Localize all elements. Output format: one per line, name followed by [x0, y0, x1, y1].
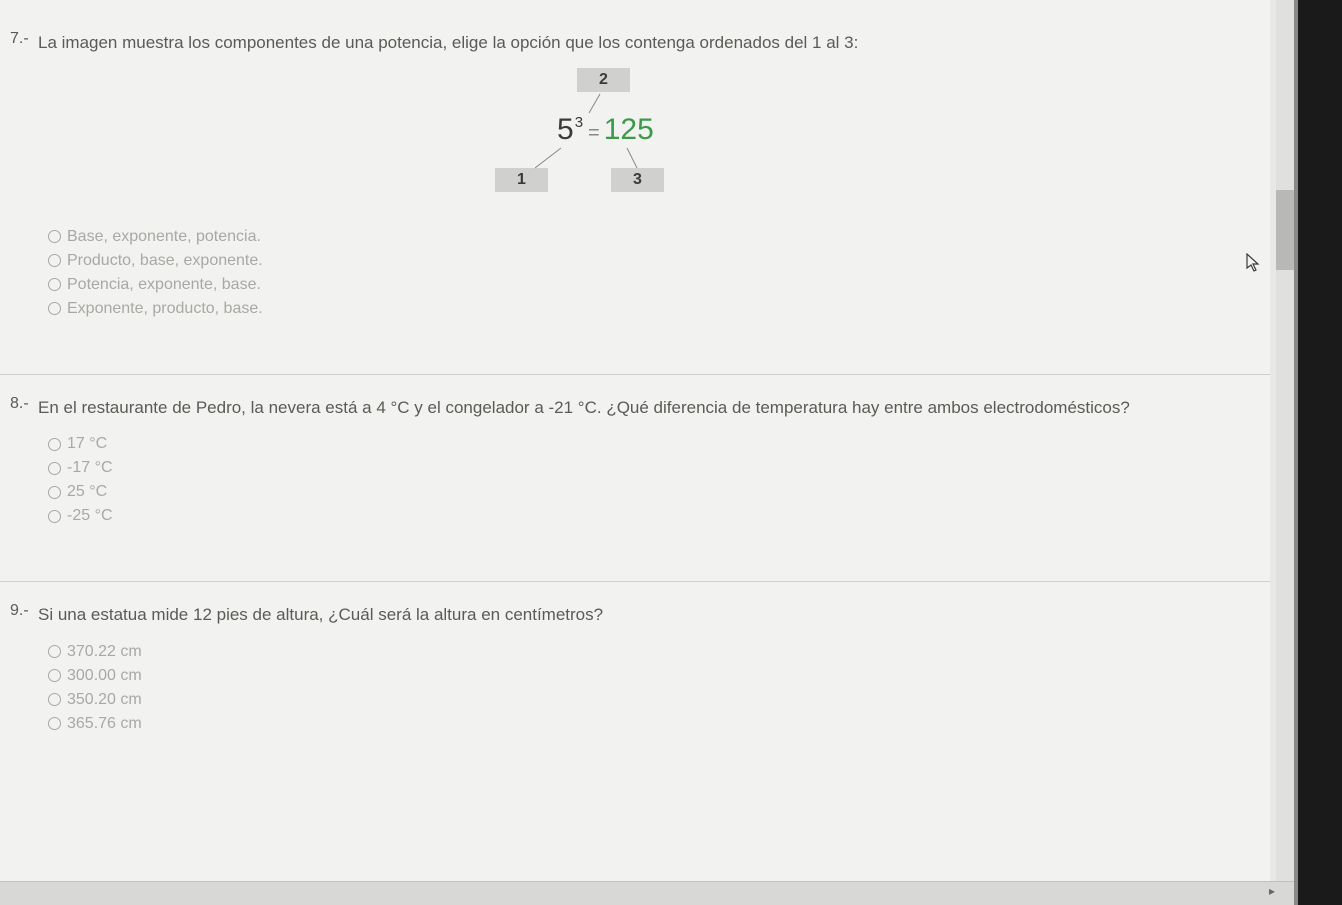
- option-row[interactable]: Exponente, producto, base.: [48, 300, 1240, 318]
- options-list-9: 370.22 cm 300.00 cm 350.20 cm 365.76 cm: [10, 643, 1240, 733]
- question-text: La imagen muestra los componentes de una…: [38, 30, 858, 56]
- radio-icon[interactable]: [48, 302, 61, 315]
- option-label: 17 °C: [67, 435, 107, 453]
- option-label: Producto, base, exponente.: [67, 252, 263, 270]
- bottom-scrollbar[interactable]: [0, 881, 1294, 905]
- question-header: 9.- Si una estatua mide 12 pies de altur…: [10, 602, 1240, 628]
- option-row[interactable]: -25 °C: [48, 507, 1240, 525]
- result-number: 125: [604, 113, 654, 147]
- radio-icon[interactable]: [48, 693, 61, 706]
- exponent-number: 3: [575, 114, 583, 131]
- option-row[interactable]: 350.20 cm: [48, 691, 1240, 709]
- option-row[interactable]: -17 °C: [48, 459, 1240, 477]
- diagram-label-2: 2: [577, 68, 630, 92]
- option-label: 300.00 cm: [67, 667, 142, 685]
- radio-icon[interactable]: [48, 254, 61, 267]
- question-number: 8.-: [10, 395, 30, 413]
- option-label: Potencia, exponente, base.: [67, 276, 261, 294]
- diagram-container: 2 5 3 = 125 1 3: [495, 68, 755, 198]
- scrollbar-track[interactable]: [1276, 0, 1294, 905]
- question-header: 7.- La imagen muestra los componentes de…: [10, 30, 1240, 56]
- scrollbar-thumb[interactable]: [1276, 190, 1294, 270]
- option-row[interactable]: Producto, base, exponente.: [48, 252, 1240, 270]
- question-number: 9.-: [10, 602, 30, 620]
- question-header: 8.- En el restaurante de Pedro, la never…: [10, 395, 1240, 421]
- diagram-label-3: 3: [611, 168, 664, 192]
- radio-icon[interactable]: [48, 230, 61, 243]
- radio-icon[interactable]: [48, 438, 61, 451]
- radio-icon[interactable]: [48, 486, 61, 499]
- option-label: Base, exponente, potencia.: [67, 228, 261, 246]
- radio-icon[interactable]: [48, 645, 61, 658]
- radio-icon[interactable]: [48, 510, 61, 523]
- radio-icon[interactable]: [48, 278, 61, 291]
- right-dark-band: [1298, 0, 1342, 905]
- equation: 5 3 = 125: [557, 113, 654, 147]
- options-list-8: 17 °C -17 °C 25 °C -25 °C: [10, 435, 1240, 525]
- question-block-8: 8.- En el restaurante de Pedro, la never…: [0, 374, 1270, 562]
- option-label: Exponente, producto, base.: [67, 300, 263, 318]
- option-row[interactable]: Potencia, exponente, base.: [48, 276, 1240, 294]
- option-row[interactable]: 370.22 cm: [48, 643, 1240, 661]
- content-area: 7.- La imagen muestra los componentes de…: [0, 0, 1270, 905]
- option-label: 370.22 cm: [67, 643, 142, 661]
- base-number: 5: [557, 113, 574, 147]
- cursor-icon: [1246, 253, 1262, 278]
- option-label: 365.76 cm: [67, 715, 142, 733]
- diagram-label-1: 1: [495, 168, 548, 192]
- radio-icon[interactable]: [48, 717, 61, 730]
- option-label: -25 °C: [67, 507, 113, 525]
- option-row[interactable]: 300.00 cm: [48, 667, 1240, 685]
- option-row[interactable]: 17 °C: [48, 435, 1240, 453]
- radio-icon[interactable]: [48, 669, 61, 682]
- option-row[interactable]: Base, exponente, potencia.: [48, 228, 1240, 246]
- question-block-7: 7.- La imagen muestra los componentes de…: [0, 0, 1270, 354]
- option-row[interactable]: 25 °C: [48, 483, 1240, 501]
- option-row[interactable]: 365.76 cm: [48, 715, 1240, 733]
- option-label: -17 °C: [67, 459, 113, 477]
- question-block-9: 9.- Si una estatua mide 12 pies de altur…: [0, 581, 1270, 769]
- equals-sign: =: [588, 122, 600, 145]
- question-text: En el restaurante de Pedro, la nevera es…: [38, 395, 1130, 421]
- option-label: 25 °C: [67, 483, 107, 501]
- options-list-7: Base, exponente, potencia. Producto, bas…: [10, 228, 1240, 318]
- option-label: 350.20 cm: [67, 691, 142, 709]
- radio-icon[interactable]: [48, 462, 61, 475]
- question-number: 7.-: [10, 30, 30, 48]
- scroll-right-icon[interactable]: ▸: [1262, 884, 1282, 902]
- power-diagram: 2 5 3 = 125 1 3: [10, 68, 1240, 198]
- question-text: Si una estatua mide 12 pies de altura, ¿…: [38, 602, 603, 628]
